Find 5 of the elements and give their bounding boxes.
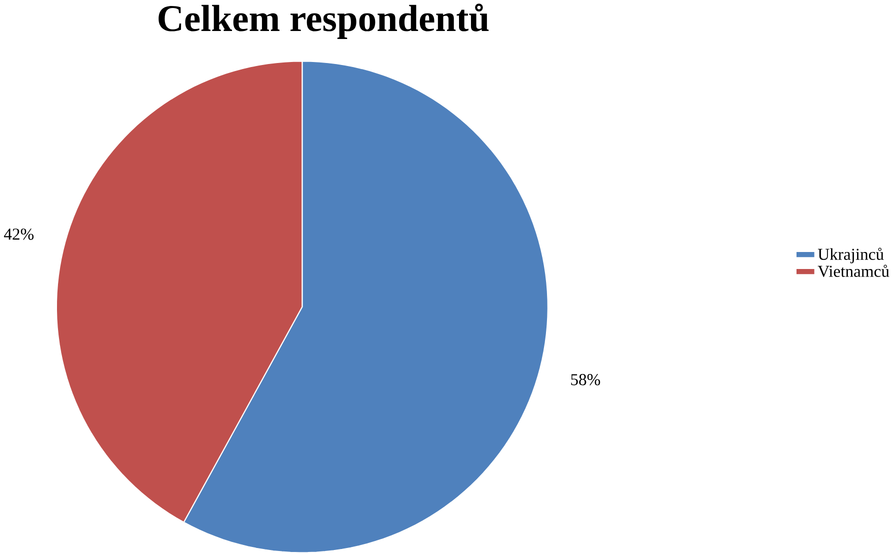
data-label: 42% — [4, 228, 34, 240]
chart-title: Celkem respondentů — [158, 4, 489, 39]
legend-label: Ukrajinců — [818, 248, 884, 264]
data-label: 58% — [571, 374, 600, 386]
legend-label: Vietnamců — [818, 264, 890, 277]
